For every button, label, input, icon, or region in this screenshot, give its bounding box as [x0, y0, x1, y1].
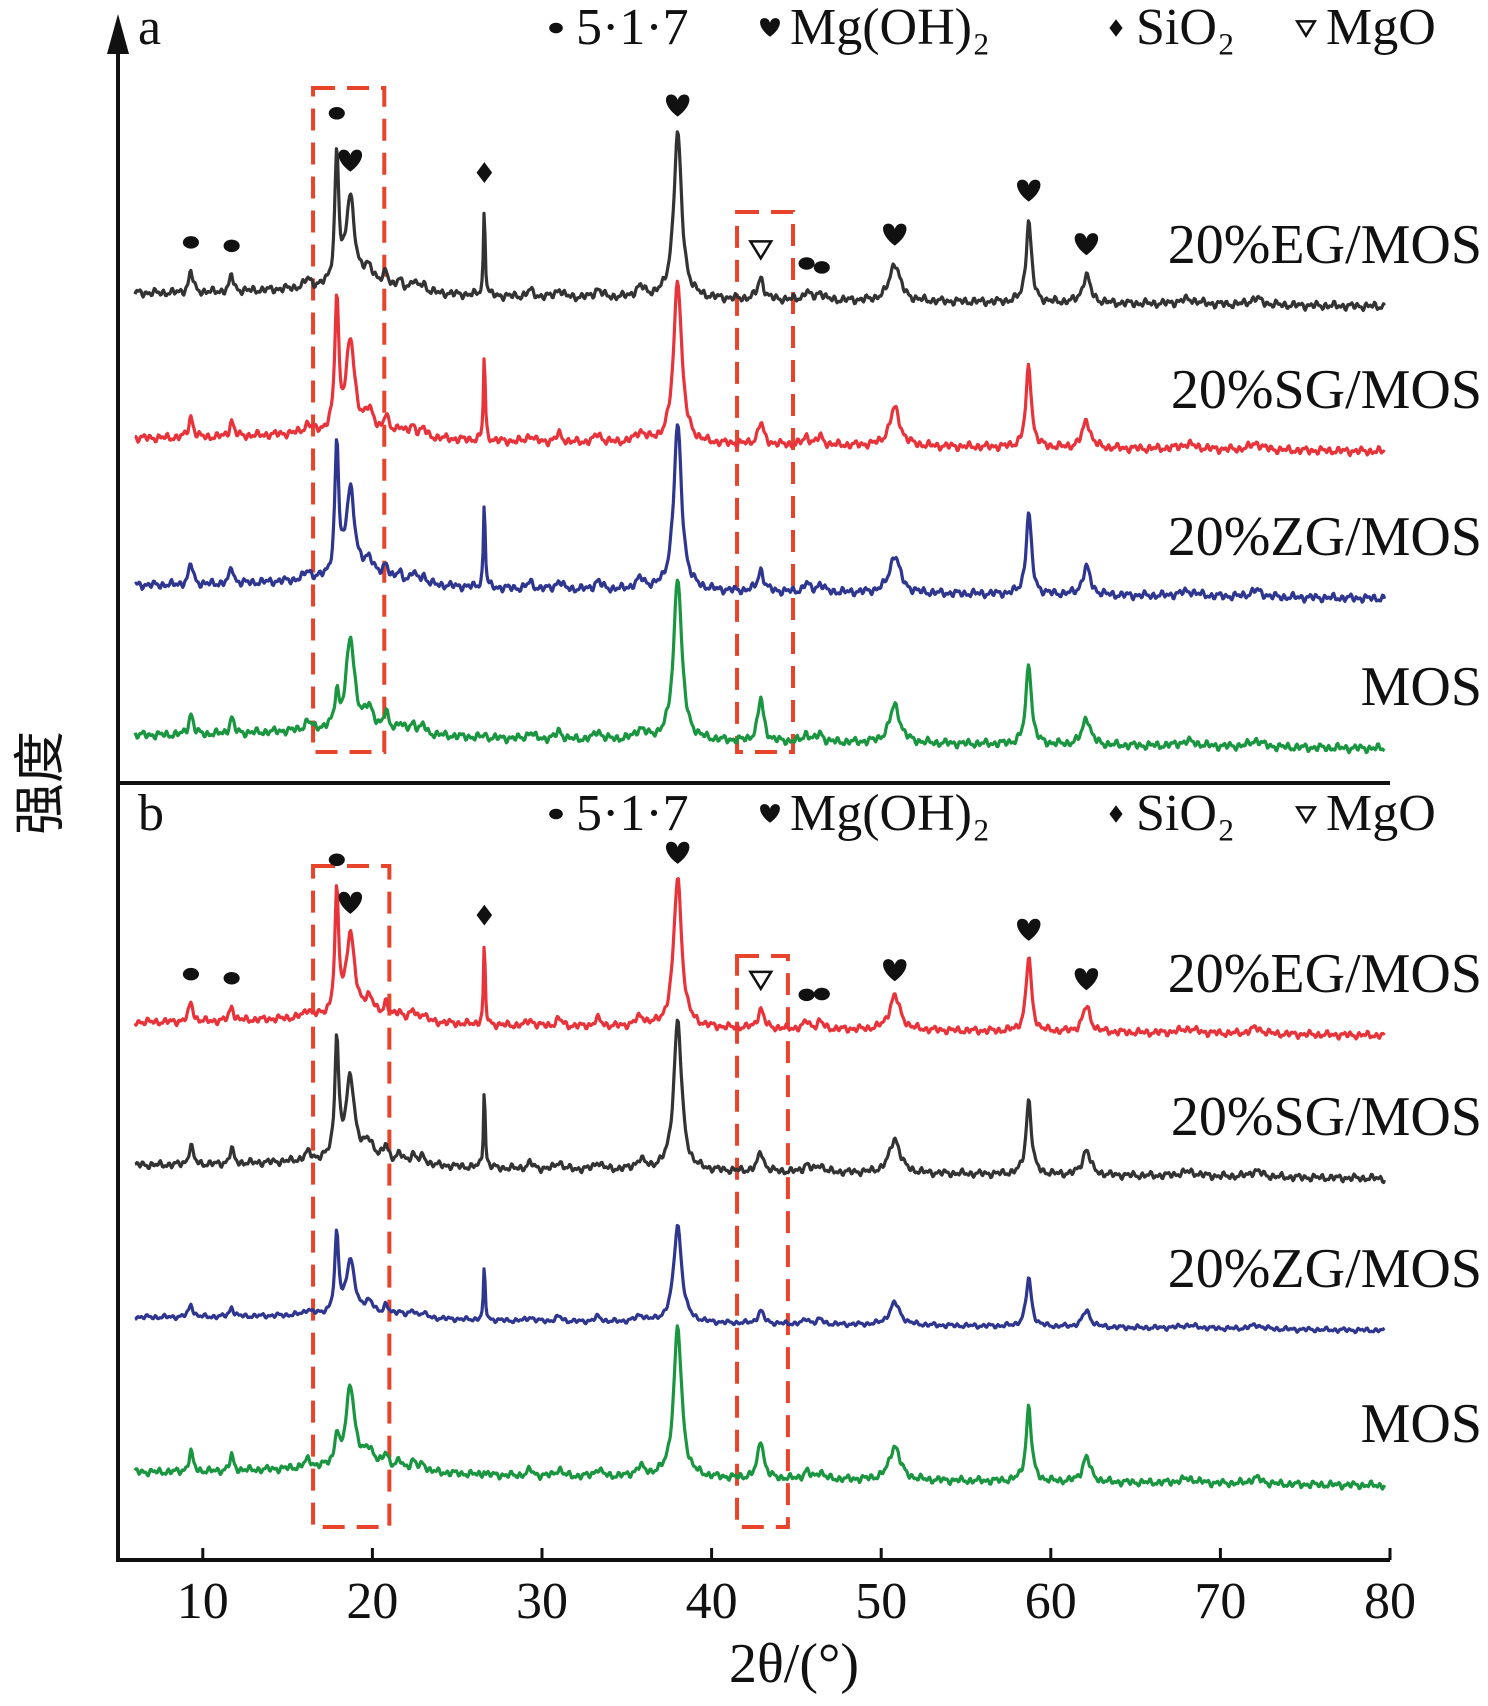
peak-marker-heart — [338, 149, 363, 172]
legend-item: MgO — [1294, 0, 1436, 56]
series-label: 20%ZG/MOS — [1168, 1238, 1482, 1300]
panel-label: a — [138, 0, 161, 56]
legend-label: MgO — [1326, 0, 1436, 56]
legend-item: Mg(OH)₂ — [760, 0, 990, 56]
legend-item: 5·1·7 — [549, 785, 689, 842]
panel-b: 20%EG/MOS 20%SG/MOS 20%ZG/MOS MOS b 5·1·7 Mg(O… — [133, 785, 1482, 1529]
legend-symbol-diamond — [1109, 805, 1123, 823]
peak-marker-heart — [883, 223, 907, 246]
legend-label: SiO₂ — [1136, 785, 1235, 842]
series-line — [133, 578, 1386, 755]
series-line — [133, 877, 1386, 1041]
peak-marker-heart — [1074, 233, 1099, 256]
highlight-box — [735, 210, 796, 754]
x-tick-label: 80 — [1364, 1573, 1416, 1630]
legend-item: SiO₂ — [1109, 0, 1235, 56]
x-axis-label: 2θ/(°) — [729, 1633, 859, 1695]
y-axis-arrow — [107, 14, 129, 54]
peak-marker-circle — [798, 988, 815, 1002]
legend-label: Mg(OH)₂ — [790, 785, 990, 842]
peak-marker-circle — [798, 257, 815, 270]
legend-symbol-heart — [760, 18, 780, 37]
legend-label: SiO₂ — [1136, 0, 1235, 56]
series-line — [133, 130, 1386, 313]
legend-item: MgO — [1294, 785, 1436, 842]
peak-marker-circle — [223, 239, 240, 253]
series-label: MOS — [1361, 1393, 1482, 1455]
peak-marker-circle — [182, 967, 199, 981]
peak-marker-circle — [813, 987, 830, 1001]
peak-marker-triangle — [748, 240, 774, 261]
legend-symbol-circle — [549, 22, 563, 34]
legend-symbol-triangle — [1294, 806, 1318, 825]
legend-symbol-circle — [549, 808, 563, 820]
series-line — [134, 423, 1387, 604]
peak-marker-circle — [328, 107, 345, 120]
y-axis-label: 强度 — [11, 731, 71, 835]
peak-marker-circle — [223, 971, 240, 985]
legend-symbol-diamond — [1109, 19, 1123, 37]
peak-marker-diamond — [476, 162, 493, 183]
series-line — [133, 1324, 1387, 1491]
peak-marker-heart — [1074, 968, 1099, 991]
x-tick-label: 50 — [855, 1573, 907, 1630]
legend-item: Mg(OH)₂ — [760, 785, 990, 842]
legend-label: 5·1·7 — [576, 0, 689, 56]
peak-marker-diamond — [476, 904, 493, 926]
peak-marker-heart — [1017, 179, 1041, 202]
legend-item: 5·1·7 — [549, 0, 689, 56]
x-tick-label: 70 — [1194, 1573, 1246, 1630]
legend-item: SiO₂ — [1109, 785, 1235, 842]
series-label: 20%EG/MOS — [1168, 214, 1482, 276]
x-tick-label: 40 — [686, 1573, 738, 1630]
peak-marker-heart — [665, 94, 690, 117]
highlight-box — [735, 954, 790, 1529]
legend-label: Mg(OH)₂ — [790, 0, 990, 56]
series-label: 20%SG/MOS — [1171, 359, 1482, 421]
legend-symbol-triangle — [1294, 20, 1318, 39]
peak-marker-circle — [813, 261, 830, 274]
legend-label: MgO — [1326, 785, 1436, 842]
peak-marker-heart — [1017, 918, 1041, 941]
highlight-box — [311, 864, 392, 1529]
legend-symbol-heart — [760, 804, 780, 823]
series-line — [134, 1018, 1387, 1185]
x-tick-label: 20 — [346, 1573, 398, 1630]
series-label: 20%SG/MOS — [1171, 1086, 1482, 1148]
x-tick-label: 60 — [1025, 1573, 1077, 1630]
series-line — [134, 1223, 1386, 1335]
peak-marker-circle — [182, 236, 199, 249]
series-label: MOS — [1361, 656, 1482, 718]
peak-marker-heart — [883, 959, 907, 982]
peak-marker-triangle — [748, 970, 774, 992]
legend-label: 5·1·7 — [576, 785, 689, 842]
panel-a: 20%EG/MOS 20%SG/MOS 20%ZG/MOS MOS a 5·1·7 Mg(O… — [118, 0, 1482, 785]
peak-marker-heart — [665, 841, 690, 864]
highlight-box — [311, 86, 387, 754]
peak-marker-heart — [338, 891, 363, 914]
x-tick-label: 30 — [516, 1573, 568, 1630]
series-label: 20%ZG/MOS — [1168, 506, 1482, 568]
series-label: 20%EG/MOS — [1168, 943, 1482, 1005]
panel-label: b — [138, 785, 164, 842]
series-line — [134, 279, 1386, 458]
peak-marker-circle — [328, 853, 345, 867]
x-tick-label: 10 — [177, 1573, 229, 1630]
